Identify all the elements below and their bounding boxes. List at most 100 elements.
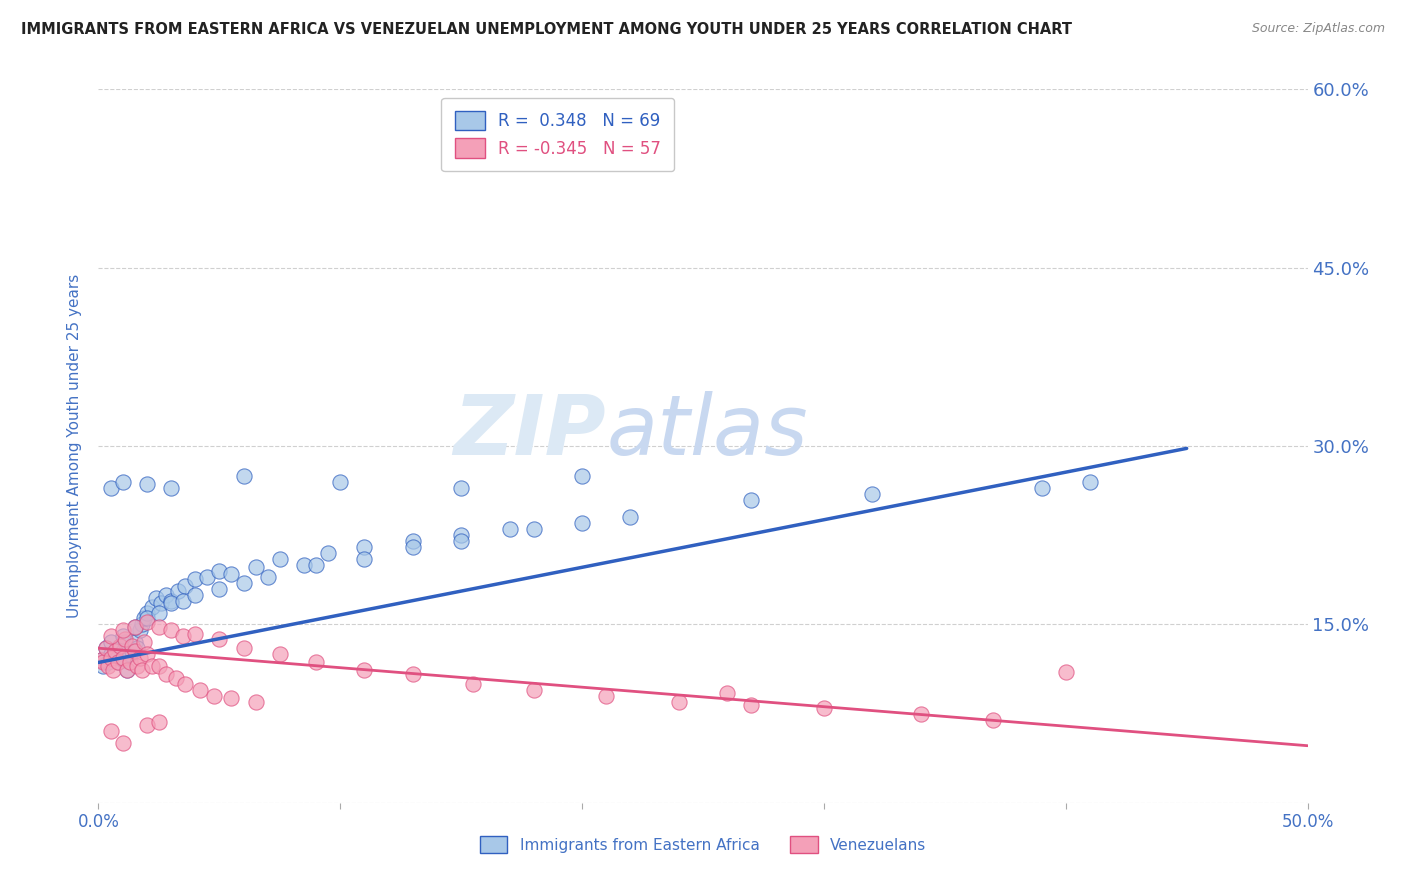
Point (160, 593, 183, 607)
Point (90, 653, 112, 667)
Point (100, 629, 122, 643)
Point (135, 615, 157, 629)
Point (101, 663, 124, 677)
Point (148, 620, 170, 634)
Point (155, 667, 177, 681)
Point (740, 698, 762, 713)
Point (450, 481, 472, 495)
Point (316, 546, 339, 560)
Point (135, 606, 157, 620)
Point (118, 656, 141, 670)
Point (1078, 475, 1101, 489)
Text: Source: ZipAtlas.com: Source: ZipAtlas.com (1251, 22, 1385, 36)
Point (813, 700, 835, 714)
Point (117, 663, 139, 677)
Point (305, 558, 328, 572)
Point (450, 534, 472, 549)
Point (100, 724, 122, 739)
Point (124, 620, 146, 634)
Point (131, 617, 153, 632)
Legend: Immigrants from Eastern Africa, Venezuelans: Immigrants from Eastern Africa, Venezuel… (474, 830, 932, 859)
Point (221, 567, 243, 582)
Point (353, 540, 375, 554)
Point (860, 486, 883, 500)
Text: IMMIGRANTS FROM EASTERN AFRICA VS VENEZUELAN UNEMPLOYMENT AMONG YOUTH UNDER 25 Y: IMMIGRANTS FROM EASTERN AFRICA VS VENEZU… (21, 22, 1073, 37)
Point (114, 635, 136, 649)
Point (232, 575, 254, 590)
Point (134, 611, 156, 625)
Point (121, 643, 143, 657)
Point (127, 659, 149, 673)
Point (155, 588, 177, 602)
Point (174, 579, 197, 593)
Point (114, 632, 136, 646)
Point (595, 689, 617, 703)
Point (107, 656, 129, 670)
Point (148, 714, 170, 729)
Point (141, 659, 163, 673)
Point (208, 582, 231, 596)
Point (111, 629, 134, 643)
Point (135, 647, 157, 661)
Point (619, 510, 641, 524)
Point (1054, 665, 1077, 679)
Point (104, 643, 127, 657)
Point (111, 650, 134, 665)
Point (165, 671, 187, 685)
Point (90, 653, 112, 667)
Point (145, 591, 167, 606)
Point (232, 468, 254, 483)
Point (148, 606, 170, 620)
Text: atlas: atlas (606, 392, 808, 472)
Point (160, 596, 183, 610)
Point (97, 656, 120, 670)
Point (571, 516, 593, 531)
Point (121, 639, 143, 653)
Point (256, 570, 278, 584)
Y-axis label: Unemployment Among Youth under 25 years: Unemployment Among Youth under 25 years (67, 274, 83, 618)
Point (111, 653, 134, 667)
Point (716, 686, 738, 700)
Point (124, 643, 146, 657)
Point (135, 477, 157, 491)
Point (172, 593, 194, 607)
Point (100, 647, 122, 661)
Point (127, 641, 149, 656)
Point (101, 650, 124, 665)
Point (269, 647, 291, 661)
Point (740, 492, 762, 507)
Point (305, 656, 328, 670)
Point (329, 475, 352, 489)
Point (204, 689, 226, 703)
Text: ZIP: ZIP (454, 392, 606, 472)
Point (910, 706, 932, 721)
Point (498, 522, 520, 536)
Point (128, 650, 150, 665)
Point (94, 641, 117, 656)
Point (184, 572, 207, 586)
Point (523, 682, 546, 697)
Point (463, 677, 485, 691)
Point (245, 695, 267, 709)
Point (104, 643, 127, 657)
Point (111, 736, 134, 750)
Point (167, 584, 190, 599)
Point (292, 558, 315, 572)
Point (107, 656, 129, 670)
Point (523, 522, 546, 536)
Point (208, 632, 231, 646)
Point (269, 552, 291, 566)
Point (150, 596, 173, 610)
Point (124, 635, 146, 649)
Point (1031, 481, 1053, 495)
Point (100, 481, 122, 495)
Point (108, 639, 131, 653)
Point (91, 659, 114, 673)
Point (100, 650, 122, 665)
Point (91, 656, 114, 670)
Point (184, 627, 207, 641)
Point (111, 475, 134, 489)
Point (232, 641, 254, 656)
Point (402, 540, 425, 554)
Point (111, 624, 134, 638)
